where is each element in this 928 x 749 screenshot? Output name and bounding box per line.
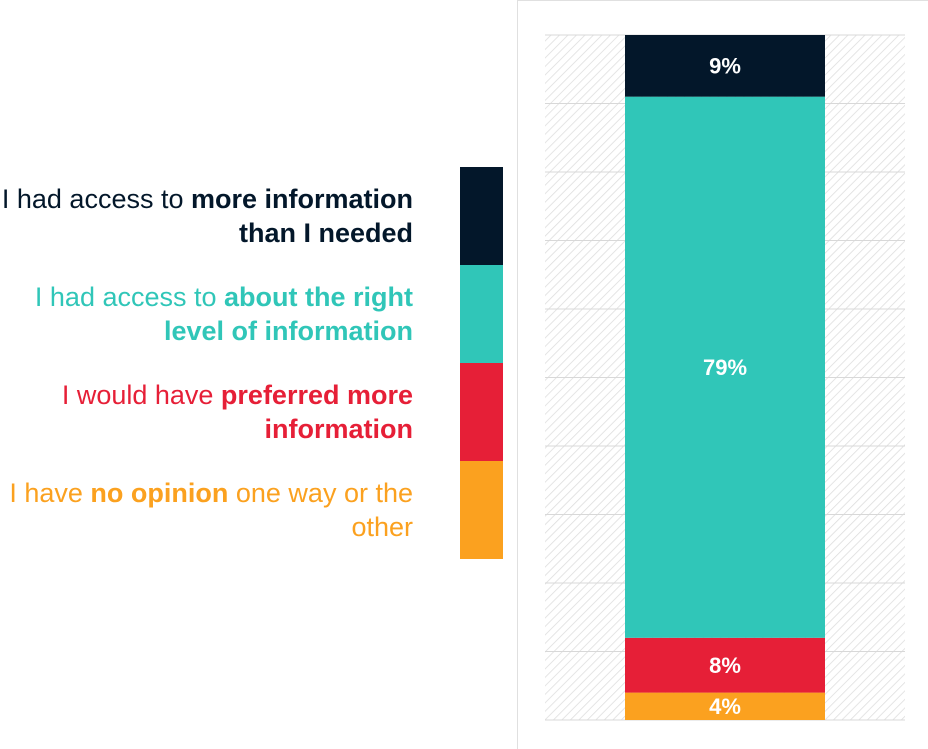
value-label: 8% [709, 653, 741, 678]
bar-segment [625, 35, 825, 97]
bar-segment [625, 692, 825, 720]
value-label: 9% [709, 54, 741, 79]
legend-entry: I had access to more information than I … [1, 184, 413, 248]
legend-entry: I have no opinion one way or the other [9, 478, 413, 542]
legend-swatch [460, 363, 503, 461]
legend-entry: I had access to about the right level of… [34, 282, 413, 346]
legend-swatch [460, 265, 503, 363]
value-label: 79% [703, 355, 747, 380]
value-label: 4% [709, 694, 741, 719]
bar-segment [625, 96, 825, 638]
legend-swatch [460, 167, 503, 265]
legend-swatch [460, 461, 503, 559]
bar-segment [625, 637, 825, 693]
legend-entry: I would have preferred more information [61, 380, 413, 444]
